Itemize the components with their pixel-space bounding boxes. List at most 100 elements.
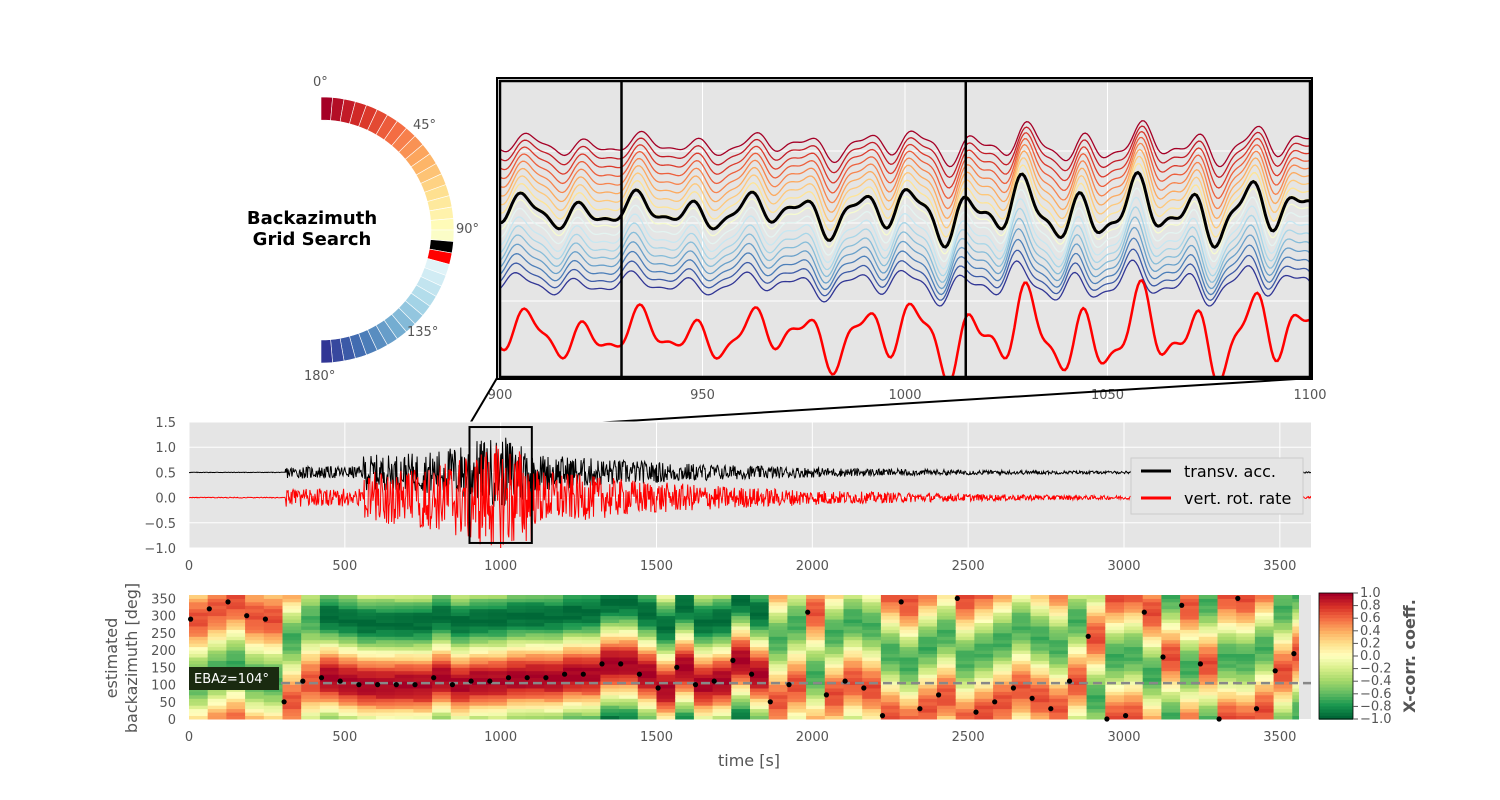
heatmap-cell bbox=[319, 691, 340, 696]
colorbar-gradient-step bbox=[1319, 700, 1353, 704]
heatmap-cell bbox=[319, 698, 340, 703]
heatmap-cell bbox=[189, 598, 209, 603]
heatmap-cell bbox=[1292, 712, 1299, 716]
heatmap-cell bbox=[637, 629, 657, 634]
heatmap-cell bbox=[656, 629, 676, 634]
heatmap-cell bbox=[357, 698, 377, 703]
heatmap-cell bbox=[731, 646, 751, 651]
heatmap-cell bbox=[637, 670, 657, 675]
colorbar-gradient-step bbox=[1319, 684, 1353, 689]
heatmap-cell bbox=[525, 626, 545, 630]
heatmap-cell bbox=[806, 694, 826, 699]
heatmap-cell bbox=[1142, 626, 1162, 630]
max-xcorr-points bbox=[188, 595, 1297, 722]
heatmap-cell bbox=[693, 653, 714, 658]
heatmap-cell bbox=[693, 639, 714, 644]
heatmap-cell bbox=[1049, 698, 1069, 703]
heatmap-cell bbox=[675, 670, 695, 675]
heatmap-cell bbox=[880, 701, 901, 706]
heatmap-cell bbox=[918, 691, 938, 696]
heatmap-cell bbox=[806, 698, 826, 703]
heatmap-cell bbox=[862, 667, 882, 672]
heatmap-cell bbox=[301, 653, 321, 658]
heatmap-cell bbox=[469, 605, 489, 610]
heatmap-cell bbox=[1030, 701, 1050, 706]
heatmap-cell bbox=[937, 657, 957, 661]
heatmap-cell bbox=[993, 598, 1013, 603]
heatmap-cell bbox=[1011, 650, 1031, 654]
heatmap-cell bbox=[263, 608, 283, 613]
heatmap-cell bbox=[955, 681, 975, 685]
heatmap-cell bbox=[768, 670, 788, 675]
heatmap-cell bbox=[1161, 691, 1181, 696]
heatmap-cell bbox=[656, 612, 676, 617]
heatmap-cell bbox=[1254, 657, 1275, 661]
heatmap-cell bbox=[263, 705, 283, 710]
heatmap-cell bbox=[394, 691, 414, 696]
heatmap-cell bbox=[338, 681, 358, 685]
heatmap-cell bbox=[413, 691, 433, 696]
heatmap-cell bbox=[432, 715, 452, 720]
heatmap-cell bbox=[1124, 650, 1144, 654]
heatmap-cell bbox=[525, 605, 545, 610]
heatmap-cell bbox=[1217, 615, 1237, 620]
heatmap-cell bbox=[937, 674, 957, 679]
heatmap-cell bbox=[1273, 701, 1293, 706]
heatmap-cell bbox=[376, 715, 396, 720]
heatmap-cell bbox=[525, 643, 545, 648]
heatmap-cell bbox=[581, 715, 601, 720]
heatmap-cell bbox=[899, 705, 919, 710]
heatmap-cell bbox=[432, 629, 452, 634]
heatmap-cell bbox=[1086, 622, 1106, 627]
heatmap-cell bbox=[301, 677, 321, 682]
heatmap-cell bbox=[1236, 643, 1256, 648]
heatmap-cell bbox=[731, 605, 751, 610]
heatmap-cell bbox=[488, 691, 508, 696]
heatmap-cell bbox=[731, 636, 751, 641]
heatmap-cell bbox=[1011, 598, 1031, 603]
heatmap-cell bbox=[357, 667, 377, 672]
heatmap-cell bbox=[656, 639, 676, 644]
heatmap-cell bbox=[226, 619, 246, 623]
heatmap-cell bbox=[282, 712, 302, 716]
heatmap-cell bbox=[675, 601, 695, 606]
heatmap-cell bbox=[282, 667, 302, 672]
heatmap-cell bbox=[1030, 653, 1050, 658]
heatmap-cell bbox=[712, 674, 732, 679]
heatmap-cell bbox=[656, 643, 676, 648]
heatmap-cell bbox=[768, 608, 788, 613]
heatmap-cell bbox=[1030, 643, 1050, 648]
heatmap-cell bbox=[301, 601, 321, 606]
heatmap-cell bbox=[1030, 598, 1050, 603]
heatmap-cell bbox=[226, 601, 246, 606]
heatmap-cell bbox=[1198, 612, 1218, 617]
heatmap-cell bbox=[581, 663, 601, 668]
heatmap-cell bbox=[1180, 629, 1200, 634]
heatmap-cell bbox=[413, 677, 433, 682]
heatmap-cell bbox=[993, 636, 1013, 641]
heatmap-cell bbox=[637, 677, 657, 682]
heatmap-cell bbox=[824, 708, 844, 713]
legend-frame bbox=[1130, 457, 1304, 515]
heatmap-cell bbox=[806, 684, 826, 689]
heatmap-cell bbox=[563, 636, 583, 641]
heatmap-cell bbox=[245, 650, 265, 654]
heatmap-cell bbox=[263, 629, 283, 634]
heatmap-cell bbox=[488, 670, 508, 675]
heatmap-x-tick-label: 500 bbox=[332, 730, 357, 745]
heatmap-cell bbox=[1254, 608, 1275, 613]
heatmap-cell bbox=[469, 715, 489, 720]
heatmap-cell bbox=[207, 660, 227, 665]
heatmap-cell bbox=[787, 657, 807, 661]
heatmap-cell bbox=[189, 698, 209, 703]
heatmap-cell bbox=[1273, 660, 1293, 665]
heatmap-cell bbox=[600, 646, 620, 651]
heatmap-cell bbox=[880, 677, 901, 682]
heatmap-cell bbox=[731, 663, 751, 668]
zoom-outer-frame bbox=[496, 77, 1313, 380]
heatmap-cell bbox=[413, 615, 433, 620]
heatmap-cell bbox=[993, 670, 1013, 675]
heatmap-cell bbox=[656, 677, 676, 682]
heatmap-cell bbox=[712, 646, 732, 651]
heatmap-cell bbox=[619, 708, 639, 713]
